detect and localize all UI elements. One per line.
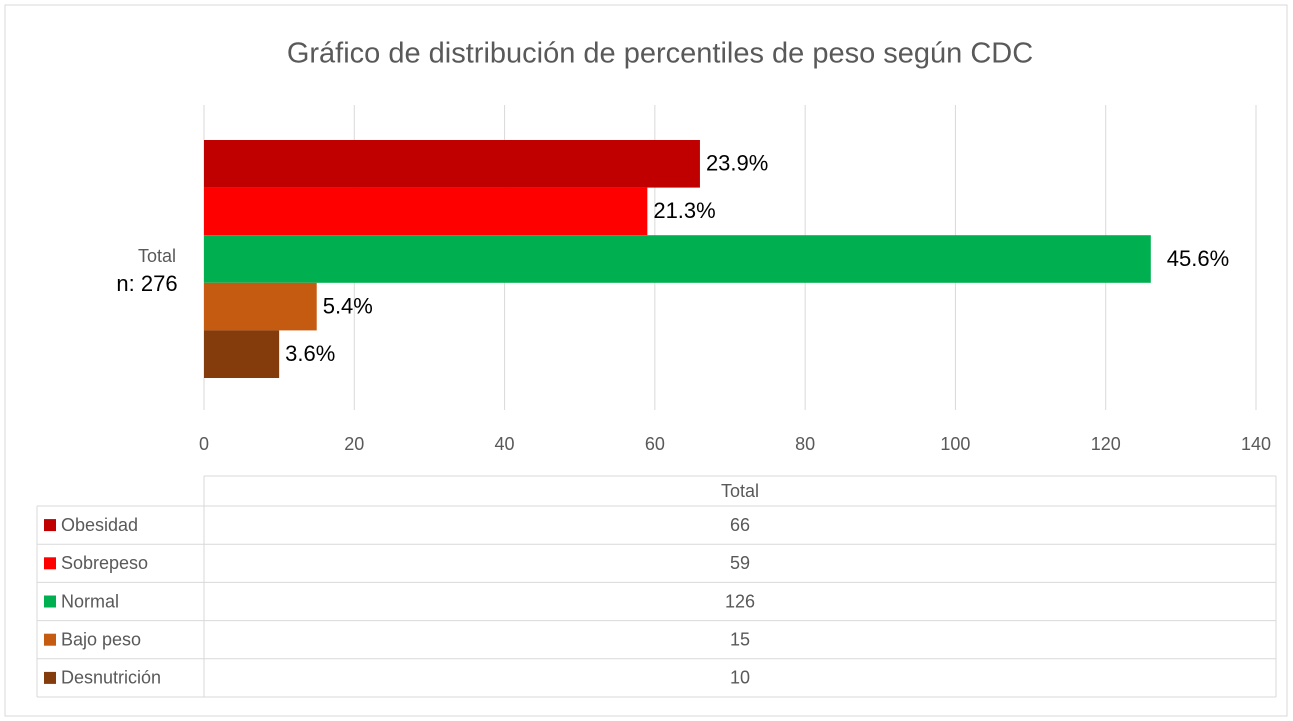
category-label: Total	[138, 246, 176, 266]
x-tick-label: 120	[1091, 434, 1121, 454]
data-label: 21.3%	[653, 198, 715, 223]
x-tick-label: 60	[645, 434, 665, 454]
table-value: 66	[730, 515, 750, 535]
legend-key	[44, 671, 56, 684]
legend-label: Desnutrición	[61, 668, 161, 688]
annotation: n: 276	[116, 271, 177, 296]
x-tick-label: 140	[1241, 434, 1271, 454]
data-label: 23.9%	[706, 151, 768, 176]
legend-key	[44, 557, 56, 570]
table-header: Total	[721, 481, 759, 501]
bar	[204, 140, 700, 188]
data-label: 5.4%	[323, 293, 373, 318]
legend-key	[44, 519, 56, 532]
bar	[204, 235, 1151, 283]
legend-label: Sobrepeso	[61, 553, 148, 573]
table-value: 10	[730, 668, 750, 688]
bar	[204, 187, 648, 236]
legend-label: Normal	[61, 591, 119, 611]
x-tick-label: 0	[199, 434, 209, 454]
legend-key	[44, 595, 56, 608]
legend-label: Obesidad	[61, 515, 138, 535]
x-tick-label: 80	[795, 434, 815, 454]
data-label: 45.6%	[1167, 246, 1229, 271]
bar	[204, 330, 280, 378]
bar	[204, 282, 317, 331]
table-value: 126	[725, 591, 755, 611]
x-tick-label: 100	[940, 434, 970, 454]
chart-title: Gráfico de distribución de percentiles d…	[287, 38, 1033, 70]
legend-label: Bajo peso	[61, 629, 141, 649]
x-tick-label: 20	[344, 434, 364, 454]
table-value: 15	[730, 629, 750, 649]
chart-border	[4, 4, 1288, 717]
table-value: 59	[730, 553, 750, 573]
data-label: 3.6%	[285, 341, 335, 366]
x-tick-label: 40	[495, 434, 515, 454]
legend-key	[44, 633, 56, 646]
